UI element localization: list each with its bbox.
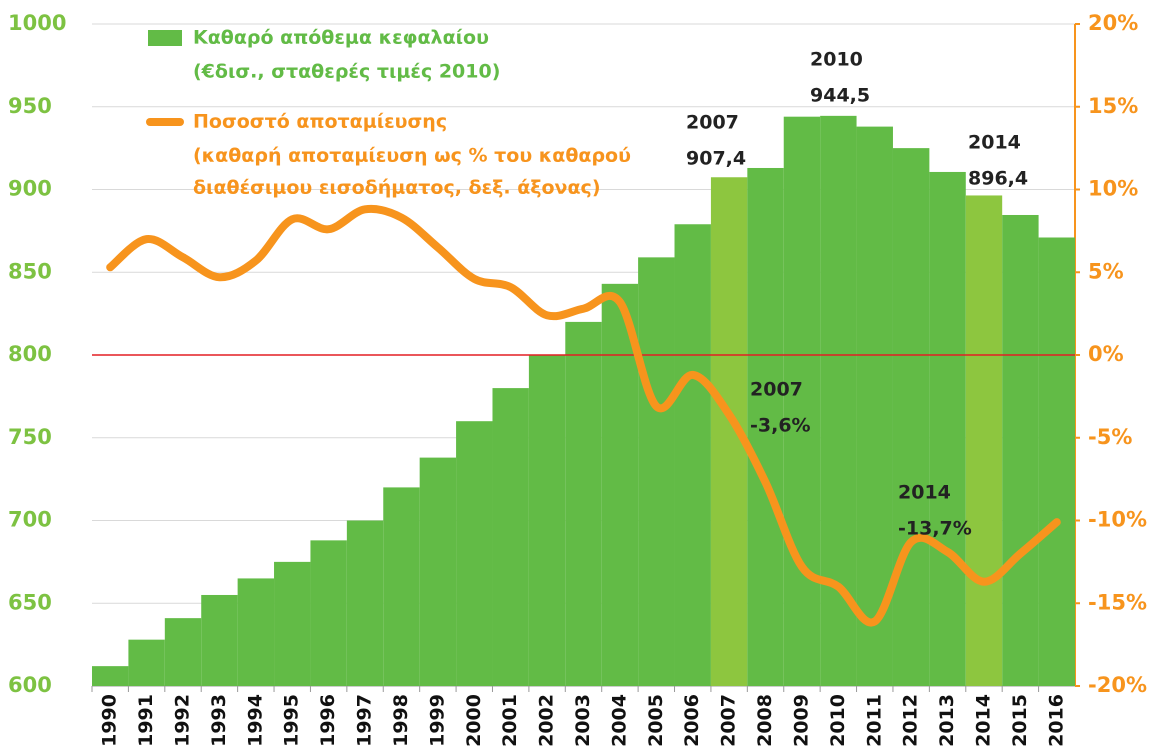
annotation: 2010	[810, 49, 863, 71]
legend-label: (€δισ., σταθερές τιμές 2010)	[193, 61, 500, 83]
annotation: 2007	[750, 379, 803, 401]
y-tick-label: 900	[8, 177, 52, 201]
x-tick-label: 2010	[827, 694, 849, 747]
x-tick-label: 1997	[354, 694, 376, 747]
x-tick-label: 1999	[426, 694, 448, 747]
x-tick-label: 2002	[536, 694, 558, 747]
x-tick-label: 2004	[608, 694, 630, 747]
bar	[419, 457, 457, 686]
line	[106, 204, 1061, 627]
legend-label: Ποσοστό αποταμίευσης	[193, 111, 447, 133]
bar	[601, 283, 639, 686]
x-tick-label: 2011	[863, 694, 885, 747]
x-tick-label: 2007	[718, 694, 740, 747]
bar	[164, 618, 202, 686]
x-tick-label: 1995	[281, 694, 303, 747]
x-tick-label: 1998	[390, 694, 412, 747]
x-tick-label: 1991	[135, 694, 157, 747]
y2-tick-label: 0%	[1088, 342, 1124, 366]
y-tick-label: 800	[8, 342, 52, 366]
x-tick-label: 2013	[936, 694, 958, 747]
bar	[274, 561, 311, 686]
x-tick-label: 1993	[208, 694, 230, 747]
y2-tick-label: 10%	[1088, 177, 1138, 201]
annotation: 944,5	[810, 85, 870, 107]
y-tick-label: 600	[8, 673, 52, 697]
x-tick-label: 2005	[645, 694, 667, 747]
annotation: 2007	[686, 112, 739, 134]
x-tick-label: 1990	[99, 694, 121, 747]
bar	[346, 520, 384, 686]
bar	[1038, 237, 1075, 686]
bar	[383, 487, 420, 686]
legend-label: (καθαρή αποταμίευση ως % του καθαρού	[193, 145, 631, 167]
x-tick-label: 2015	[1009, 694, 1031, 747]
y2-tick-label: -15%	[1088, 590, 1147, 614]
bar	[1002, 214, 1039, 686]
bar	[565, 321, 602, 686]
y-tick-label: 700	[8, 508, 52, 532]
bar	[92, 666, 129, 686]
annotation: 2014	[968, 132, 1021, 154]
annotation: 907,4	[686, 148, 746, 170]
x-tick-label: 2016	[1045, 694, 1067, 747]
bar	[456, 421, 493, 686]
y-tick-label: 650	[8, 590, 52, 614]
bar	[128, 639, 165, 686]
y2-tick-label: 20%	[1088, 11, 1138, 35]
bar	[929, 171, 966, 686]
bar	[747, 167, 784, 687]
y2-tick-label: 15%	[1088, 94, 1138, 118]
annotation: 2014	[898, 482, 951, 504]
legend-swatch-bar	[148, 30, 182, 46]
x-tick-label: 2000	[463, 694, 485, 747]
x-tick-label: 1992	[172, 694, 194, 747]
bar	[492, 388, 529, 686]
x-tick-label: 2012	[900, 694, 922, 747]
legend-label: Καθαρό απόθεμα κεφαλαίου	[193, 27, 489, 49]
x-tick-label: 2014	[972, 694, 994, 747]
bar	[965, 195, 1003, 686]
bar	[310, 540, 347, 686]
x-tick-label: 2001	[499, 694, 521, 747]
bar	[638, 257, 675, 686]
x-tick-label: 2003	[572, 694, 594, 747]
y2-tick-label: 5%	[1088, 259, 1124, 283]
y-tick-label: 950	[8, 94, 52, 118]
bar	[237, 578, 275, 686]
y-tick-label: 850	[8, 259, 52, 283]
y-tick-label: 750	[8, 425, 52, 449]
bar	[892, 148, 930, 686]
x-tick-label: 2006	[681, 694, 703, 747]
bar	[783, 116, 821, 687]
x-tick-label: 2009	[790, 694, 812, 747]
legend-label: διαθέσιμου εισοδήματος, δεξ. άξονας)	[193, 177, 601, 199]
bar	[674, 224, 711, 686]
bar	[528, 355, 566, 686]
annotation: -3,6%	[750, 415, 811, 437]
x-tick-label: 1996	[317, 694, 339, 747]
y-tick-label: 1000	[8, 11, 66, 35]
x-tick-label: 2008	[754, 694, 776, 747]
y2-tick-label: -10%	[1088, 508, 1147, 532]
annotation: -13,7%	[898, 518, 972, 540]
y2-tick-label: -20%	[1088, 673, 1147, 697]
annotation: 896,4	[968, 168, 1028, 190]
x-tick-label: 1994	[244, 694, 266, 747]
y2-tick-label: -5%	[1088, 425, 1132, 449]
bar	[201, 594, 238, 686]
